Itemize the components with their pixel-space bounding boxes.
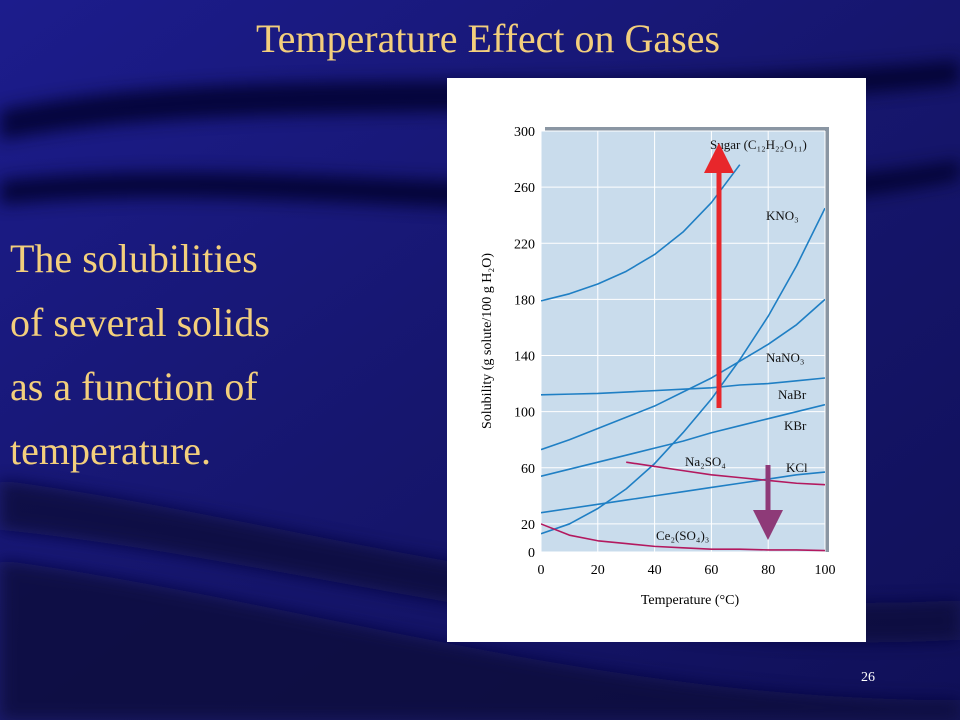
body-line: of several solids [10,300,270,345]
y-tick-label: 140 [514,350,535,365]
series-line [541,403,825,477]
series-line [626,461,825,486]
y-tick-label: 100 [514,406,535,421]
y-tick-label: 60 [521,462,535,477]
series-line [541,164,741,302]
series-line [541,298,825,451]
x-tick-label: 0 [538,563,545,578]
x-tick-label: 40 [648,563,662,578]
series-label: KNO₃ [766,208,799,223]
series-label: Ce₂(SO₄)₃ [656,528,709,543]
y-tick-label: 220 [514,237,535,252]
x-tick-label: 80 [761,563,775,578]
series-lines [541,164,825,552]
y-axis-label: Solubility (g solute/100 g H₂O) [480,253,495,429]
x-tick-label: 20 [591,563,605,578]
series-label: NaBr [778,387,807,402]
series-line [541,377,825,396]
body-line: as a function of [10,364,258,409]
slide-title: Temperature Effect on Gases [256,16,720,61]
body-text: The solubilities of several solids as a fu… [10,236,270,473]
body-line: temperature. [10,428,211,473]
body-line: The solubilities [10,236,258,281]
x-tick-label: 100 [815,563,836,578]
y-tick-label: 0 [528,546,535,561]
series-line [541,471,825,514]
series-line [541,207,825,535]
chart: 0 20 60 100 140 180 220 260 300 0 20 40 60 80 100 Tempe… [480,125,836,608]
x-axis-label: Temperature (°C) [641,593,740,608]
y-tick-label: 20 [521,518,535,533]
series-label: Na₂SO₄ [685,454,726,469]
series-label: KBr [784,418,807,433]
y-tick-label: 260 [514,181,535,196]
x-tick-label: 60 [704,563,718,578]
series-label: NaNO₃ [766,350,804,365]
y-tick-label: 300 [514,125,535,140]
series-line [541,523,825,552]
y-tick-label: 180 [514,293,535,308]
series-label: Sugar (C₁₂H₂₂O₁₁) [710,137,807,152]
series-label: KCl [786,460,808,475]
page-number: 26 [861,670,875,685]
plot-area [541,131,825,552]
